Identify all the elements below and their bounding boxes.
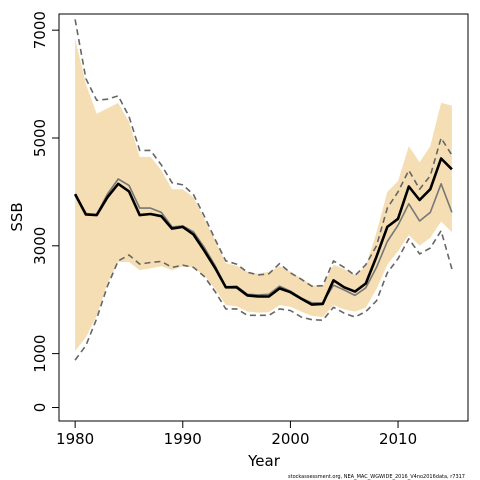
y-axis-title: SSB bbox=[8, 202, 26, 231]
y-tick-label: 0 bbox=[31, 403, 49, 413]
x-tick-label: 1990 bbox=[164, 430, 202, 448]
x-axis: 1980 1990 2000 2010 bbox=[56, 420, 417, 448]
series-line-estimate bbox=[73, 157, 453, 306]
x-axis-title: Year bbox=[247, 452, 281, 470]
x-tick-label: 1980 bbox=[56, 430, 94, 448]
y-tick-label: 5000 bbox=[31, 119, 49, 157]
plot-area bbox=[73, 19, 453, 361]
y-axis: 0 1000 3000 5000 7000 bbox=[31, 11, 59, 412]
series-line-lower-ci-previous bbox=[74, 229, 453, 361]
credit-text: stockassessment.org, NEA_MAC_WGWIDE_2016… bbox=[288, 474, 465, 480]
series-line-upper-ci-previous bbox=[74, 19, 453, 288]
y-tick-label: 7000 bbox=[31, 11, 49, 49]
series-line-estimate-previous bbox=[74, 178, 453, 304]
x-tick-label: 2010 bbox=[379, 430, 417, 448]
y-tick-label: 3000 bbox=[31, 227, 49, 265]
y-tick-label: 1000 bbox=[31, 335, 49, 373]
x-tick-label: 2000 bbox=[271, 430, 309, 448]
confidence-band bbox=[75, 38, 452, 351]
